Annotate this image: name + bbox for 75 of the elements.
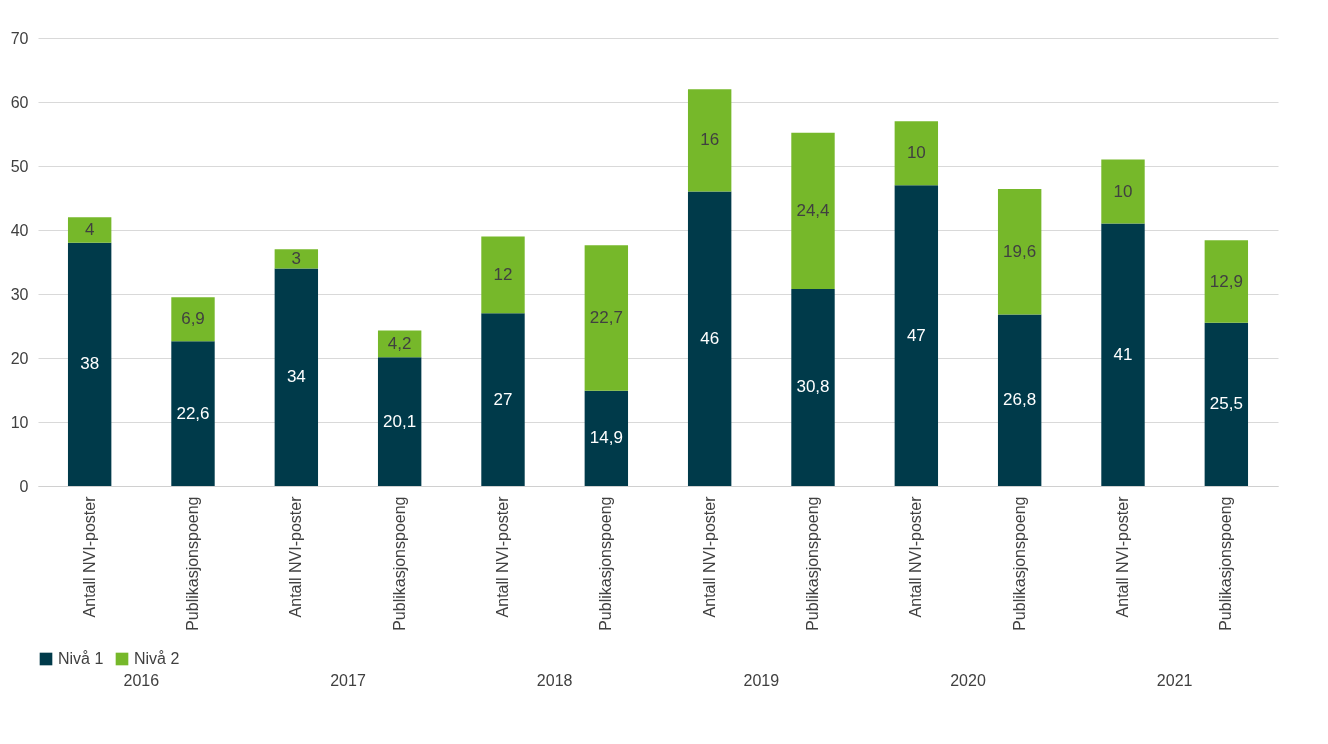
- data-label: 12,9: [1209, 271, 1243, 291]
- bar: [687, 191, 732, 486]
- text: 2018: [536, 672, 573, 689]
- y-tick-label: 60: [10, 93, 29, 111]
- data-label: 3: [291, 248, 302, 268]
- data-label: 10: [1113, 181, 1133, 201]
- bar: [1204, 322, 1249, 486]
- x-tick-label: Antall NVI-poster: [494, 495, 511, 618]
- data-label: 22,7: [589, 308, 623, 327]
- legend-label: Nivå 2: [134, 650, 180, 667]
- text: 2019: [743, 672, 780, 689]
- data-label: 24,4: [796, 200, 830, 220]
- data-label: 27: [493, 389, 513, 409]
- text: 2017: [330, 672, 366, 689]
- x-tick-label: Publikasjonspoeng: [1010, 496, 1028, 631]
- bar: [67, 242, 112, 486]
- data-label: 10: [906, 143, 926, 163]
- x-tick-label: Publikasjonspoeng: [804, 496, 821, 631]
- y-tick-label: 50: [10, 157, 29, 175]
- bar: [481, 236, 525, 314]
- data-label: 16: [700, 130, 720, 150]
- x-tick-label: Publikasjonspoeng: [1217, 496, 1235, 631]
- x-tick-label: Publikasjonspoeng: [597, 496, 615, 631]
- y-tick-label: 0: [19, 477, 29, 495]
- bar: [171, 341, 215, 486]
- bar: [997, 314, 1042, 486]
- bar: [481, 313, 525, 486]
- data-label: 25,5: [1209, 394, 1243, 414]
- text: 2020: [950, 672, 986, 689]
- data-label: 4,2: [387, 333, 412, 353]
- bar: [1204, 240, 1249, 323]
- data-label: 14,9: [589, 428, 623, 448]
- x-tick-label: Antall NVI-poster: [80, 495, 98, 618]
- bar: [171, 297, 215, 342]
- bar: [791, 288, 835, 486]
- bar: [584, 245, 629, 391]
- x-tick-label: Antall NVI-poster: [907, 495, 925, 618]
- y-tick-label: 10: [10, 413, 29, 431]
- legend-label: Nivå 1: [58, 650, 104, 667]
- bar: [377, 357, 422, 486]
- text: 2016: [123, 672, 160, 689]
- bar: [274, 268, 319, 486]
- data-label: 6,9: [181, 309, 205, 329]
- bar: [274, 249, 319, 269]
- data-label: 41: [1113, 344, 1133, 364]
- data-label: 30,8: [796, 377, 830, 397]
- x-tick-label: Antall NVI-poster: [287, 495, 305, 618]
- bar: [997, 189, 1042, 315]
- text: 2021: [1156, 672, 1193, 689]
- data-label: 12: [493, 264, 513, 284]
- data-label: 46: [700, 328, 720, 348]
- x-tick-label: Publikasjonspoeng: [390, 496, 408, 631]
- bar: [894, 121, 939, 186]
- data-label: 4: [84, 220, 95, 239]
- bar: [584, 390, 629, 486]
- data-label: 20,1: [383, 411, 417, 431]
- y-tick-label: 40: [10, 221, 29, 239]
- data-label: 34: [286, 367, 306, 387]
- y-tick-label: 70: [10, 29, 29, 47]
- bar: [687, 89, 732, 192]
- data-label: 47: [906, 325, 926, 345]
- x-tick-label: Antall NVI-poster: [1114, 495, 1131, 618]
- x-tick-label: Antall NVI-poster: [700, 495, 718, 618]
- y-tick-label: 20: [10, 349, 29, 367]
- bar: [791, 132, 835, 289]
- bar: [67, 217, 112, 243]
- bar: [894, 185, 939, 486]
- bar: [1101, 223, 1145, 486]
- data-label: 26,8: [1003, 390, 1037, 410]
- y-tick-label: 30: [10, 285, 29, 303]
- bar: [1101, 159, 1145, 224]
- data-label: 38: [80, 354, 100, 374]
- x-tick-label: Publikasjonspoeng: [184, 496, 201, 631]
- data-label: 22,6: [176, 403, 210, 423]
- data-label: 19,6: [1003, 241, 1037, 261]
